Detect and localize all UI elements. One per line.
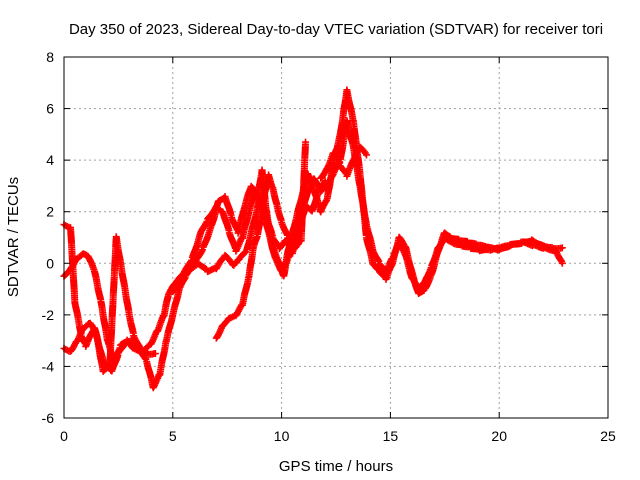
y-axis-title: SDTVAR / TECUs	[5, 177, 22, 297]
x-axis-title: GPS time / hours	[279, 458, 393, 475]
axis-ticks	[63, 56, 609, 419]
chart-title: Day 350 of 2023, Sidereal Day-to-day VTE…	[69, 21, 603, 38]
y-tick-label: 2	[46, 204, 54, 220]
x-tick-label: 25	[600, 428, 616, 444]
y-tick-label: -2	[42, 307, 55, 323]
data-point	[362, 151, 370, 159]
x-tick-label: 15	[383, 428, 399, 444]
plot-frame	[63, 56, 609, 419]
y-tick-label: -4	[42, 358, 55, 374]
y-tick-label: 6	[46, 101, 54, 117]
y-tick-label: 8	[46, 49, 54, 65]
y-tick-label: -6	[42, 410, 55, 426]
x-tick-label: 10	[274, 428, 290, 444]
x-tick-labels: 0 5 10 15 20 25	[60, 428, 616, 444]
data-point	[302, 138, 310, 146]
y-tick-labels: -6 -4 -2 0 2 4 6 8	[42, 49, 55, 426]
data-point	[321, 177, 329, 185]
y-tick-label: 0	[46, 255, 54, 271]
y-tick-label: 4	[46, 152, 54, 168]
data-point	[151, 350, 159, 358]
x-tick-label: 20	[491, 428, 507, 444]
x-tick-label: 0	[60, 428, 68, 444]
data-point	[558, 244, 566, 252]
data-point	[558, 259, 566, 267]
data-marks	[60, 86, 566, 392]
x-tick-label: 5	[169, 428, 177, 444]
grid-lines	[64, 57, 608, 418]
